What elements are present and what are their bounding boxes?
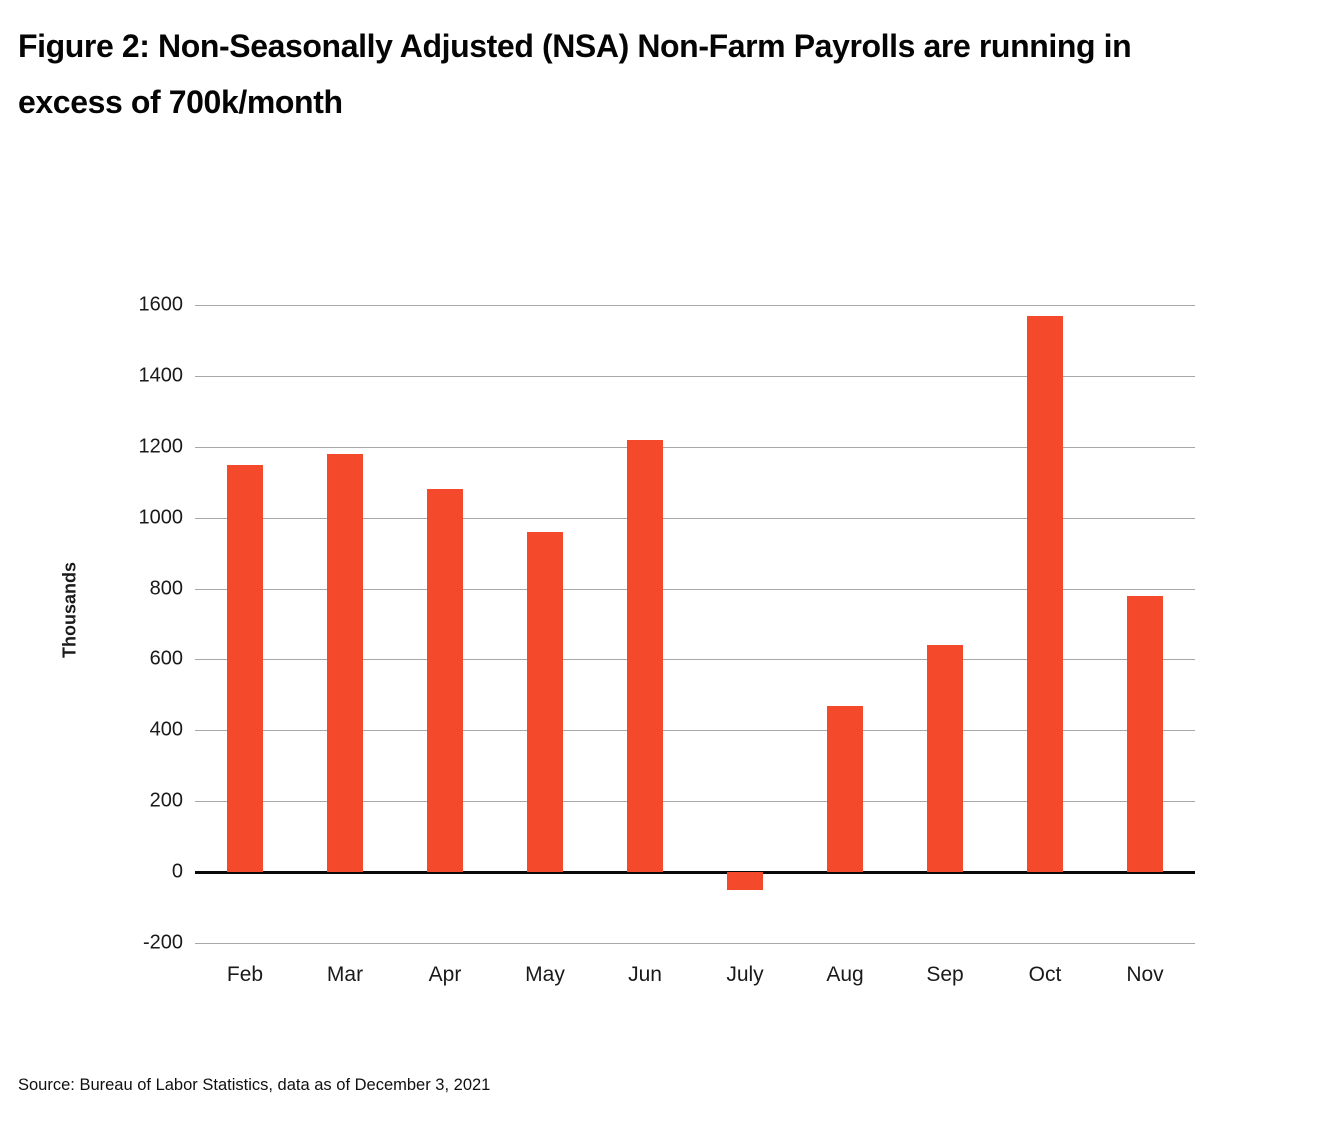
gridline	[195, 517, 1195, 519]
x-axis-labels: Feb Mar Apr May Jun July Aug Sep Oct Nov	[195, 963, 1195, 995]
x-tick-label: Oct	[1028, 963, 1062, 986]
y-tick-label: 1400	[138, 364, 184, 387]
y-axis-label: Thousands	[59, 561, 80, 659]
x-tick-label: Feb	[226, 963, 264, 986]
y-tick-label: 0	[171, 860, 183, 883]
bar-feb	[227, 464, 263, 873]
bar-july	[727, 872, 763, 890]
bar-aug	[827, 705, 863, 873]
y-tick-label: 1000	[138, 506, 184, 529]
x-tick-label: Aug	[826, 963, 864, 986]
x-tick-label: Apr	[428, 963, 462, 986]
gridline	[195, 375, 1195, 377]
gridline	[195, 305, 1195, 306]
bar-apr	[427, 489, 463, 873]
figure-title: Figure 2: Non-Seasonally Adjusted (NSA) …	[18, 28, 1132, 120]
bar-may	[527, 531, 563, 873]
gridline	[195, 801, 1195, 803]
bar-oct	[1027, 315, 1063, 873]
zero-axis-line	[195, 871, 1195, 875]
plot-area	[195, 305, 1195, 944]
x-tick-label: Nov	[1126, 963, 1164, 986]
x-tick-label: July	[726, 963, 764, 986]
x-tick-label: May	[525, 963, 565, 986]
gridline	[195, 730, 1195, 732]
y-tick-label: 400	[149, 718, 183, 741]
y-tick-label: 800	[149, 577, 183, 600]
gridline	[195, 446, 1195, 448]
x-tick-label: Sep	[926, 963, 964, 986]
x-tick-label: Mar	[326, 963, 364, 986]
y-tick-label: 1200	[138, 435, 184, 458]
y-tick-label: -200	[142, 931, 183, 954]
gridline	[195, 588, 1195, 590]
bar-sep	[927, 645, 963, 873]
bar-jun	[627, 439, 663, 873]
gridline	[195, 943, 1195, 944]
x-tick-label: Jun	[628, 963, 662, 986]
bar-nov	[1127, 595, 1163, 873]
y-tick-label: 200	[149, 789, 183, 812]
y-tick-label: 600	[149, 647, 183, 670]
source-note: Source: Bureau of Labor Statistics, data…	[18, 1076, 491, 1094]
gridline	[195, 659, 1195, 661]
y-tick-label: 1600	[138, 293, 184, 316]
y-axis-ticks: -200 0 200 400 600 800 1000 1200 1400 1600	[95, 294, 184, 954]
bar-mar	[327, 453, 363, 873]
